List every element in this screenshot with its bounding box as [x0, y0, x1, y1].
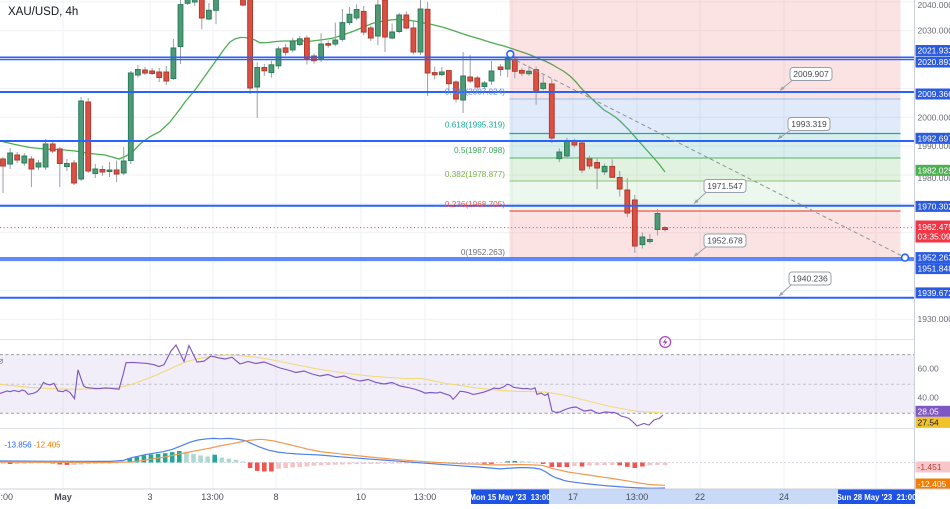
svg-text::00: :00 — [1, 492, 14, 502]
svg-text:-12.405: -12.405 — [918, 479, 947, 489]
svg-text:2009.366: 2009.366 — [918, 89, 950, 99]
svg-text:0.5(1987.098): 0.5(1987.098) — [454, 146, 505, 155]
svg-text:3: 3 — [147, 492, 152, 502]
svg-text:2030.000: 2030.000 — [918, 26, 950, 36]
svg-text:13:00: 13:00 — [626, 492, 649, 502]
svg-text:1970.302: 1970.302 — [918, 201, 950, 211]
svg-text:⌀: ⌀ — [0, 356, 4, 366]
svg-text:60.00: 60.00 — [918, 364, 940, 374]
svg-text:24: 24 — [779, 492, 789, 502]
svg-text:1952.263: 1952.263 — [918, 253, 950, 263]
svg-text:17: 17 — [568, 492, 578, 502]
svg-text:13:00: 13:00 — [414, 492, 437, 502]
svg-text:8: 8 — [273, 492, 278, 502]
svg-text:1930.000: 1930.000 — [918, 314, 950, 324]
svg-text:Mon 15 May '23 13:00: Mon 15 May '23 13:00 — [469, 493, 551, 502]
svg-text:0(1952.263): 0(1952.263) — [461, 248, 505, 257]
svg-text:1952.678: 1952.678 — [707, 236, 743, 246]
svg-text:1939.672: 1939.672 — [918, 288, 950, 298]
svg-text:10: 10 — [356, 492, 366, 502]
svg-text:1982.025: 1982.025 — [918, 165, 950, 175]
svg-text:13:00: 13:00 — [201, 492, 224, 502]
svg-text:1971.547: 1971.547 — [707, 181, 743, 191]
svg-text:1962.475: 1962.475 — [918, 222, 950, 232]
svg-text:28.05: 28.05 — [918, 406, 940, 416]
svg-text:-12.405: -12.405 — [34, 441, 62, 450]
svg-text:Sun 28 May '23 21:00: Sun 28 May '23 21:00 — [837, 493, 918, 502]
svg-text:2020.893: 2020.893 — [918, 57, 950, 67]
svg-text:03:35:09: 03:35:09 — [918, 232, 950, 242]
svg-text:2009.907: 2009.907 — [793, 69, 829, 79]
svg-text:1993.319: 1993.319 — [791, 119, 827, 129]
svg-text:1992.697: 1992.697 — [918, 133, 950, 143]
svg-text:22: 22 — [695, 492, 705, 502]
svg-text:-13.856: -13.856 — [5, 441, 33, 450]
svg-text:0.236(1968.705): 0.236(1968.705) — [445, 200, 505, 209]
svg-text:2000.000: 2000.000 — [918, 112, 950, 122]
svg-text:1940.236: 1940.236 — [792, 274, 828, 284]
svg-text:2021.933: 2021.933 — [918, 46, 950, 56]
svg-text:XAU/USD, 4h: XAU/USD, 4h — [8, 6, 78, 18]
svg-text:0.786(2007.024): 0.786(2007.024) — [445, 88, 505, 97]
svg-text:1951.848: 1951.848 — [918, 264, 950, 274]
svg-text:40.00: 40.00 — [918, 393, 940, 403]
svg-text:27.54: 27.54 — [918, 417, 940, 427]
svg-text:0.618(1995.319): 0.618(1995.319) — [445, 121, 505, 130]
svg-text:2040.000: 2040.000 — [918, 0, 950, 10]
svg-text:-1.451: -1.451 — [918, 462, 942, 472]
svg-text:0.382(1978.877): 0.382(1978.877) — [445, 170, 505, 179]
svg-text:May: May — [54, 492, 72, 502]
